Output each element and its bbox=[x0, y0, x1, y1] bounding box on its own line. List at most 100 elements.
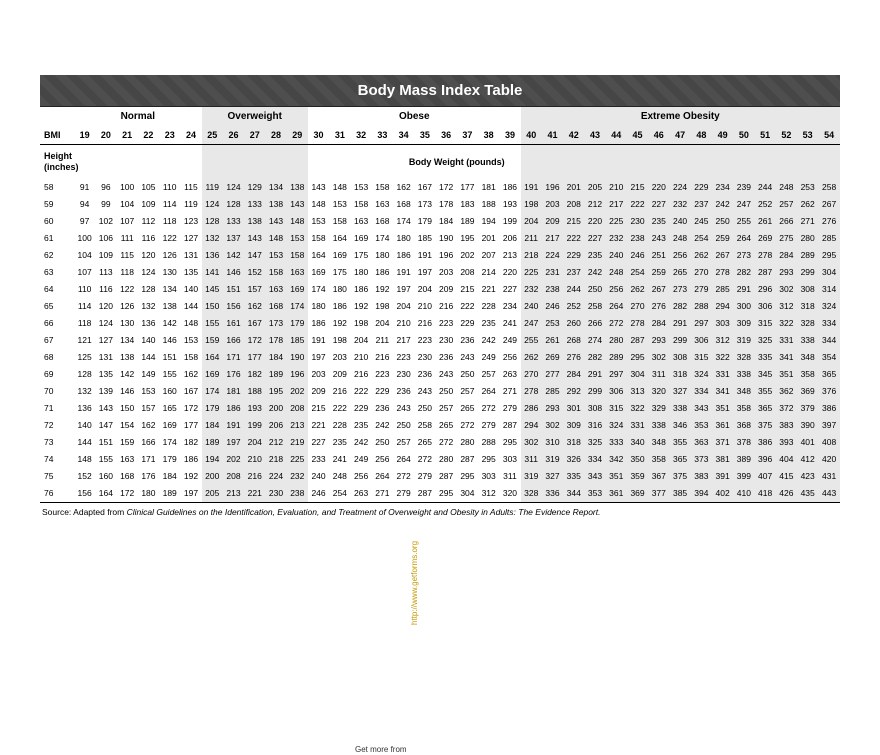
weight-cell: 130 bbox=[159, 264, 180, 281]
weight-cell: 238 bbox=[287, 485, 308, 503]
weight-cell: 287 bbox=[755, 264, 776, 281]
weight-cell: 271 bbox=[797, 213, 818, 230]
weight-cell: 159 bbox=[202, 332, 223, 349]
weight-cell: 262 bbox=[521, 349, 542, 366]
weight-cell: 248 bbox=[329, 468, 350, 485]
weight-cell: 254 bbox=[627, 264, 648, 281]
weight-cell: 186 bbox=[180, 451, 201, 468]
weight-cell: 328 bbox=[521, 485, 542, 503]
bmi-col-header: 53 bbox=[797, 126, 818, 145]
bmi-col-header: 54 bbox=[818, 126, 840, 145]
weight-cell: 338 bbox=[648, 417, 669, 434]
weight-cell: 353 bbox=[584, 485, 605, 503]
weight-cell: 289 bbox=[606, 349, 627, 366]
weight-cell: 244 bbox=[755, 179, 776, 196]
weight-cell: 215 bbox=[563, 213, 584, 230]
weight-cell: 338 bbox=[797, 332, 818, 349]
weight-cell: 365 bbox=[755, 400, 776, 417]
weight-cell: 142 bbox=[159, 315, 180, 332]
weight-cell: 142 bbox=[117, 366, 138, 383]
weight-cell: 267 bbox=[712, 247, 733, 264]
weight-cell: 178 bbox=[436, 196, 457, 213]
weight-cell: 160 bbox=[159, 383, 180, 400]
height-cell: 64 bbox=[40, 281, 74, 298]
weight-cell: 126 bbox=[117, 298, 138, 315]
weight-cell: 295 bbox=[457, 468, 478, 485]
weight-cell: 223 bbox=[393, 349, 414, 366]
weight-cell: 358 bbox=[797, 366, 818, 383]
weight-cell: 348 bbox=[797, 349, 818, 366]
weight-cell: 173 bbox=[414, 196, 435, 213]
weight-cell: 143 bbox=[265, 213, 286, 230]
weight-cell: 107 bbox=[74, 264, 95, 281]
height-cell: 58 bbox=[40, 179, 74, 196]
weight-cell: 333 bbox=[606, 434, 627, 451]
weight-cell: 180 bbox=[372, 247, 393, 264]
weight-cell: 166 bbox=[138, 434, 159, 451]
weight-cell: 158 bbox=[287, 247, 308, 264]
weight-cell: 264 bbox=[606, 298, 627, 315]
weight-cell: 123 bbox=[180, 213, 201, 230]
weight-cell: 177 bbox=[457, 179, 478, 196]
weight-cell: 309 bbox=[733, 315, 754, 332]
weight-cell: 91 bbox=[74, 179, 95, 196]
weight-cell: 174 bbox=[393, 213, 414, 230]
bmi-col-header: 40 bbox=[521, 126, 542, 145]
weight-cell: 262 bbox=[691, 247, 712, 264]
weight-cell: 375 bbox=[669, 468, 690, 485]
weight-cell: 240 bbox=[669, 213, 690, 230]
weight-cell: 208 bbox=[223, 468, 244, 485]
weight-cell: 216 bbox=[414, 315, 435, 332]
weight-cell: 189 bbox=[202, 434, 223, 451]
weight-cell: 354 bbox=[818, 349, 840, 366]
table-row: 6310711311812413013514114615215816316917… bbox=[40, 264, 840, 281]
weight-cell: 198 bbox=[350, 315, 371, 332]
weight-cell: 336 bbox=[542, 485, 563, 503]
weight-cell: 244 bbox=[563, 281, 584, 298]
weight-cell: 172 bbox=[180, 400, 201, 417]
weight-cell: 313 bbox=[627, 383, 648, 400]
weight-cell: 156 bbox=[74, 485, 95, 503]
height-cell: 74 bbox=[40, 451, 74, 468]
weight-cell: 186 bbox=[308, 315, 329, 332]
weight-cell: 280 bbox=[606, 332, 627, 349]
weight-cell: 162 bbox=[393, 179, 414, 196]
weight-cell: 174 bbox=[287, 298, 308, 315]
weight-cell: 232 bbox=[669, 196, 690, 213]
weight-cell: 274 bbox=[584, 332, 605, 349]
weight-cell: 426 bbox=[776, 485, 797, 503]
weight-cell: 401 bbox=[797, 434, 818, 451]
weight-cell: 128 bbox=[202, 213, 223, 230]
weight-cell: 186 bbox=[499, 179, 520, 196]
weight-cell: 252 bbox=[563, 298, 584, 315]
weight-cell: 207 bbox=[478, 247, 499, 264]
weight-cell: 202 bbox=[287, 383, 308, 400]
weight-cell: 363 bbox=[691, 434, 712, 451]
weight-cell: 200 bbox=[202, 468, 223, 485]
weight-cell: 258 bbox=[584, 298, 605, 315]
weight-cell: 203 bbox=[308, 366, 329, 383]
weight-cell: 142 bbox=[223, 247, 244, 264]
weight-cell: 216 bbox=[372, 349, 393, 366]
table-row: 6110010611111612212713213714314815315816… bbox=[40, 230, 840, 247]
weight-cell: 265 bbox=[414, 434, 435, 451]
weight-cell: 263 bbox=[350, 485, 371, 503]
weight-cell: 256 bbox=[499, 349, 520, 366]
weight-cell: 134 bbox=[117, 332, 138, 349]
weight-cell: 407 bbox=[755, 468, 776, 485]
weight-cell: 206 bbox=[499, 230, 520, 247]
weight-cell: 325 bbox=[584, 434, 605, 451]
weight-cell: 344 bbox=[563, 485, 584, 503]
weight-cell: 300 bbox=[733, 298, 754, 315]
weight-cell: 169 bbox=[202, 366, 223, 383]
weight-cell: 104 bbox=[117, 196, 138, 213]
weight-cell: 248 bbox=[606, 264, 627, 281]
weight-cell: 240 bbox=[521, 298, 542, 315]
weight-cell: 232 bbox=[521, 281, 542, 298]
weight-cell: 184 bbox=[202, 417, 223, 434]
weight-cell: 208 bbox=[457, 264, 478, 281]
weight-cell: 185 bbox=[287, 332, 308, 349]
weight-cell: 109 bbox=[138, 196, 159, 213]
weight-cell: 340 bbox=[627, 434, 648, 451]
weight-cell: 322 bbox=[776, 315, 797, 332]
